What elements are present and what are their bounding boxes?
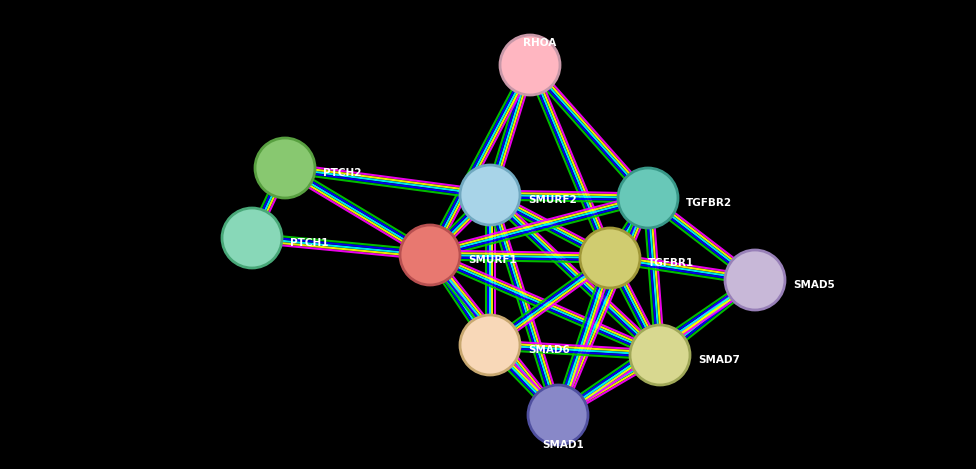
Text: PTCH1: PTCH1 <box>290 238 329 248</box>
Text: SMAD6: SMAD6 <box>528 345 570 355</box>
Text: PTCH2: PTCH2 <box>323 168 361 178</box>
Circle shape <box>460 165 520 225</box>
Circle shape <box>630 325 690 385</box>
Circle shape <box>618 168 678 228</box>
Circle shape <box>580 228 640 288</box>
Circle shape <box>460 315 520 375</box>
Text: SMAD7: SMAD7 <box>698 355 740 365</box>
Text: SMURF1: SMURF1 <box>468 255 516 265</box>
Text: RHOA: RHOA <box>523 38 556 48</box>
Circle shape <box>528 385 588 445</box>
Text: SMAD1: SMAD1 <box>542 440 584 450</box>
Text: SMURF2: SMURF2 <box>528 195 577 205</box>
Circle shape <box>500 35 560 95</box>
Circle shape <box>400 225 460 285</box>
Text: SMAD5: SMAD5 <box>793 280 834 290</box>
Circle shape <box>255 138 315 198</box>
Text: TGFBR1: TGFBR1 <box>648 258 694 268</box>
Circle shape <box>222 208 282 268</box>
Text: TGFBR2: TGFBR2 <box>686 198 732 208</box>
Circle shape <box>725 250 785 310</box>
